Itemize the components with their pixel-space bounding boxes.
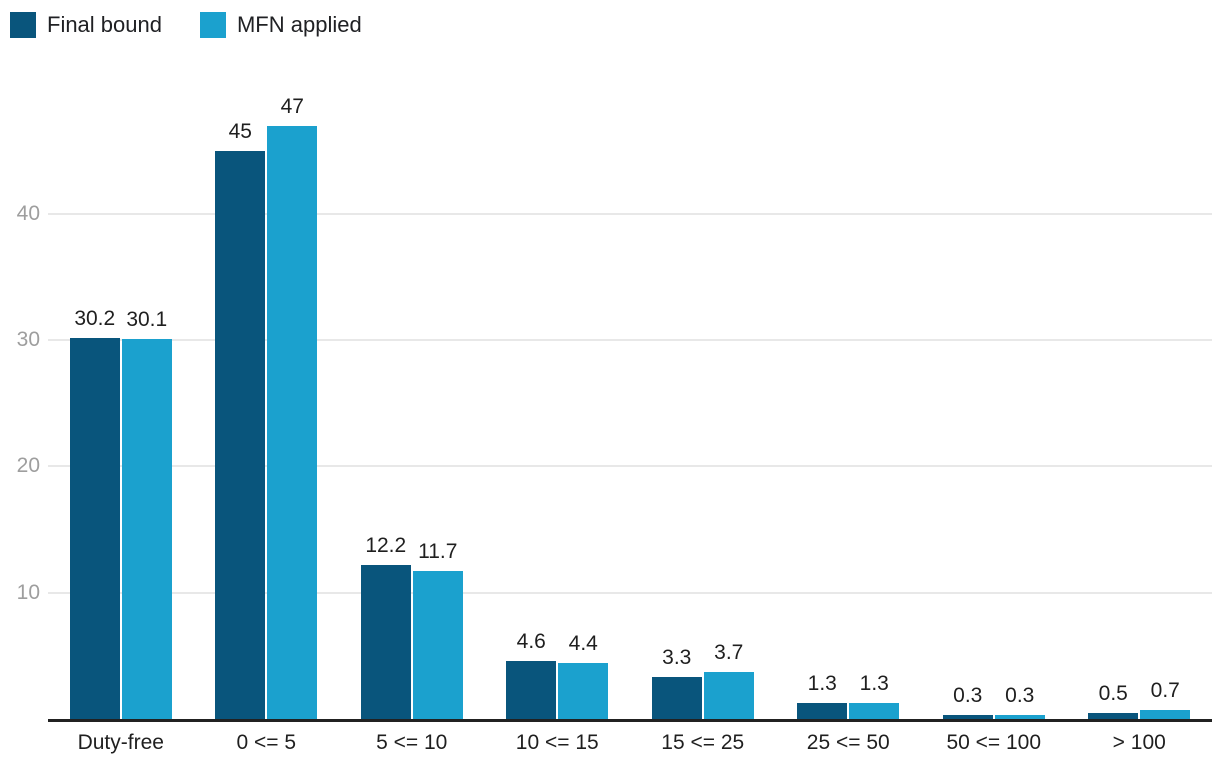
- gridlines: [48, 75, 1212, 719]
- bar-final-bound[interactable]: [360, 565, 411, 719]
- bar-wrap: 45: [215, 120, 266, 719]
- value-label: 45: [228, 120, 252, 143]
- bar-wrap: 12.2: [360, 534, 411, 719]
- bar-wrap: 30.1: [121, 308, 172, 719]
- value-label: 0.7: [1150, 679, 1180, 702]
- value-label: 3.7: [714, 641, 744, 664]
- bar-wrap: 11.7: [412, 540, 463, 719]
- bar-wrap: 47: [267, 95, 318, 719]
- value-label: 11.7: [418, 540, 458, 563]
- legend-label-mfn-applied: MFN applied: [236, 12, 362, 37]
- bar-wrap: 0.3: [994, 684, 1045, 719]
- value-label: 1.3: [859, 672, 889, 695]
- y-tick-label: 10: [16, 580, 40, 604]
- x-axis-label: > 100: [1112, 731, 1166, 754]
- value-label: 3.3: [662, 646, 692, 669]
- legend-item-mfn-applied: MFN applied: [199, 12, 362, 38]
- plot-area: 30.2 30.1 45 47 12.2 11.7 4.6 4.4 3.3 3.7 1.3 1.3 0.…: [48, 75, 1212, 719]
- value-label: 1.3: [807, 672, 837, 695]
- bar-wrap: 3.7: [703, 641, 754, 719]
- bar-final-bound[interactable]: [506, 661, 557, 719]
- value-label: 47: [280, 95, 304, 118]
- bar-wrap: 0.5: [1088, 682, 1139, 719]
- legend-swatch-final-bound-icon: [10, 12, 36, 38]
- bar-final-bound[interactable]: [942, 715, 993, 719]
- chart-legend: Final bound MFN applied: [10, 12, 362, 38]
- bar-group: 12.2 11.7: [339, 75, 485, 719]
- gridline: [48, 339, 1212, 342]
- x-axis-label: 50 <= 100: [946, 731, 1042, 754]
- y-axis: 10 20 30 40: [0, 75, 40, 719]
- x-axis-label: 10 <= 15: [515, 731, 599, 754]
- bar-final-bound[interactable]: [651, 677, 702, 719]
- bar-group: 0.5 0.7: [1067, 75, 1213, 719]
- value-label: 4.6: [516, 630, 546, 653]
- bar-wrap: 4.4: [558, 632, 609, 719]
- x-axis-label: 5 <= 10: [376, 731, 448, 754]
- bar-group: 1.3 1.3: [776, 75, 922, 719]
- bar-wrap: 30.2: [69, 307, 120, 719]
- x-axis-line: [48, 719, 1212, 722]
- gridline: [48, 212, 1212, 215]
- bar-wrap: 1.3: [849, 672, 900, 719]
- y-tick-label: 20: [16, 454, 40, 478]
- x-axis-label: Duty-free: [77, 731, 164, 754]
- bar-final-bound[interactable]: [797, 703, 848, 719]
- bar-group: 3.3 3.7: [630, 75, 776, 719]
- legend-item-final-bound: Final bound: [10, 12, 162, 38]
- value-label: 0.5: [1098, 682, 1128, 705]
- bar-mfn-applied[interactable]: [703, 672, 754, 719]
- x-axis-labels: Duty-free 0 <= 5 5 <= 10 10 <= 15 15 <= 25 25…: [48, 731, 1212, 755]
- bar-mfn-applied[interactable]: [994, 715, 1045, 719]
- bar-wrap: 0.3: [942, 684, 993, 719]
- bar-mfn-applied[interactable]: [121, 339, 172, 719]
- y-tick-label: 30: [16, 328, 40, 352]
- x-axis-label: 25 <= 50: [806, 731, 890, 754]
- bar-group: 45 47: [194, 75, 340, 719]
- gridline: [48, 591, 1212, 594]
- bar-mfn-applied[interactable]: [558, 663, 609, 719]
- bar-mfn-applied[interactable]: [1140, 710, 1191, 719]
- gridline: [48, 465, 1212, 468]
- bar-wrap: 0.7: [1140, 679, 1191, 719]
- x-axis-label: 15 <= 25: [661, 731, 745, 754]
- bar-group: 4.6 4.4: [485, 75, 631, 719]
- value-label: 4.4: [568, 632, 598, 655]
- bar-group: 30.2 30.1: [48, 75, 194, 719]
- legend-swatch-mfn-applied-icon: [199, 12, 226, 38]
- legend-label-final-bound: Final bound: [47, 12, 162, 37]
- bar-group: 0.3 0.3: [921, 75, 1067, 719]
- y-tick-label: 40: [16, 201, 40, 225]
- bar-mfn-applied[interactable]: [412, 571, 463, 719]
- bar-mfn-applied[interactable]: [267, 126, 318, 719]
- bar-groups: 30.2 30.1 45 47 12.2 11.7 4.6 4.4 3.3 3.7 1.3 1.3 0.…: [48, 75, 1212, 719]
- value-label: 12.2: [365, 534, 407, 557]
- bar-final-bound[interactable]: [1088, 713, 1139, 719]
- bar-final-bound[interactable]: [215, 151, 266, 719]
- bar-wrap: 1.3: [797, 672, 848, 719]
- value-label: 0.3: [1005, 684, 1035, 707]
- value-label: 30.1: [126, 308, 168, 331]
- bar-wrap: 3.3: [651, 646, 702, 719]
- value-label: 0.3: [953, 684, 983, 707]
- value-label: 30.2: [74, 307, 116, 330]
- bar-wrap: 4.6: [506, 630, 557, 719]
- bar-mfn-applied[interactable]: [849, 703, 900, 719]
- x-axis-label: 0 <= 5: [236, 731, 297, 754]
- bar-final-bound[interactable]: [69, 338, 120, 719]
